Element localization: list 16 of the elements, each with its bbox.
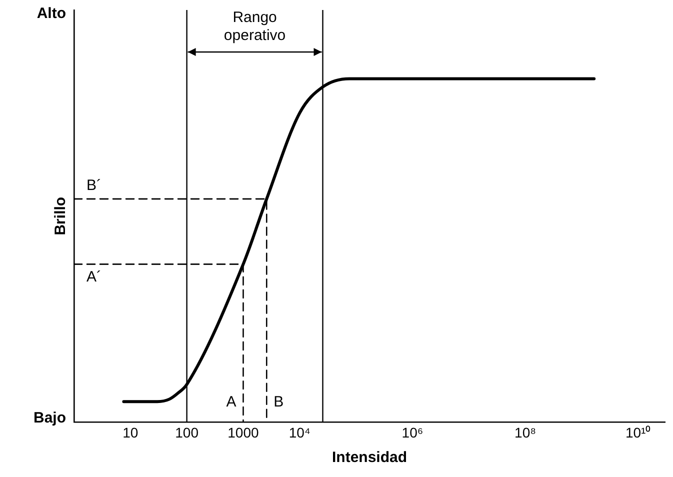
text: Rango operativo — [224, 9, 286, 44]
x-tick-label: 10⁴ — [288, 424, 310, 440]
x-tick-label: 10⁸ — [514, 424, 536, 440]
x-tick-label: 10⁶ — [402, 424, 424, 440]
annotation: B´ — [86, 177, 102, 194]
annotation: A´ — [86, 268, 102, 286]
x-tick-label: 1000 — [228, 424, 260, 440]
text: Bajo — [33, 409, 66, 426]
x-axis-title: Intensidad — [332, 449, 408, 466]
x-tick-label: 10 — [122, 424, 138, 440]
y-axis-title: Brillo — [52, 196, 70, 236]
x-tick-label: 10¹⁰ — [625, 424, 651, 440]
annotation: A — [226, 393, 236, 410]
annotation: B — [274, 393, 284, 410]
text: Alto — [36, 5, 66, 22]
x-tick-label: 100 — [175, 424, 199, 440]
